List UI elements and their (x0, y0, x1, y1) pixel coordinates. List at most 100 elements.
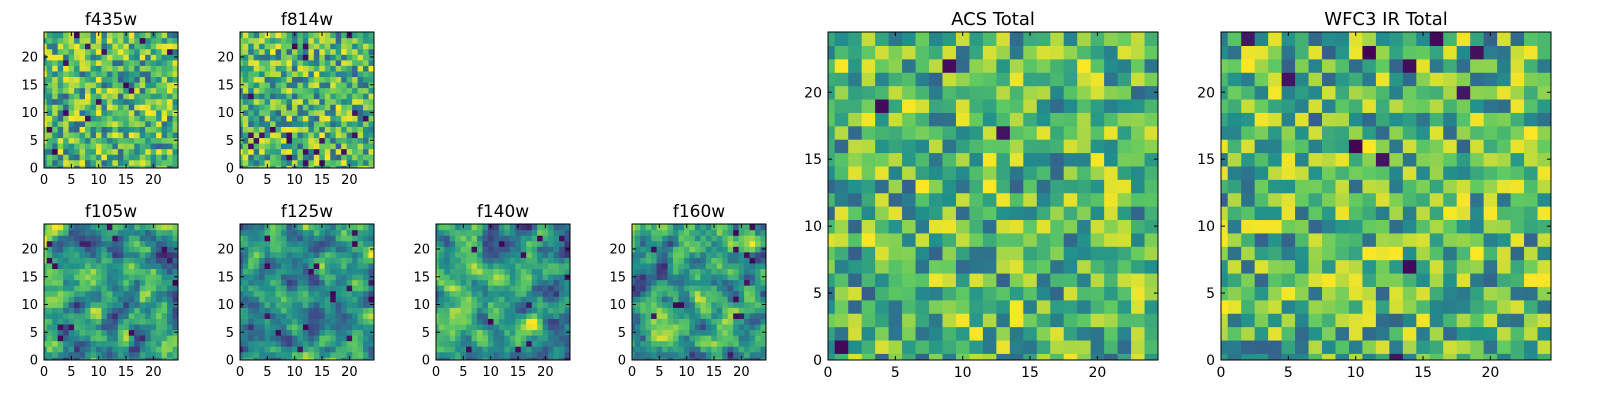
heatmap-cell (716, 329, 723, 336)
heatmap-cell (106, 251, 113, 258)
heatmap-cell (46, 296, 53, 303)
heatmap-cell (156, 65, 163, 72)
heatmap-cell (270, 224, 277, 231)
heatmap-cell (477, 351, 484, 358)
heatmap-cell (848, 272, 863, 287)
heatmap-cell (363, 37, 370, 44)
heatmap-cell (1023, 32, 1038, 46)
heatmap-cell (308, 37, 315, 44)
heatmap-cell (438, 351, 445, 358)
heatmap-cell (477, 268, 484, 275)
heatmap-cell (520, 246, 527, 253)
heatmap-cell (145, 98, 152, 105)
heatmap-cell (662, 246, 669, 253)
heatmap-cell (1104, 246, 1119, 261)
heatmap-cell (313, 98, 320, 105)
heatmap-cell (95, 301, 103, 308)
heatmap-cell (297, 357, 304, 360)
heatmap-cell (167, 48, 174, 55)
heatmap-cell (727, 312, 734, 319)
heatmap-cell (1117, 192, 1132, 207)
heatmap-cell (487, 351, 495, 358)
heatmap-cell (705, 312, 712, 319)
heatmap-cell (487, 235, 495, 242)
heatmap-cell (46, 115, 53, 122)
heatmap-cell (335, 48, 342, 55)
heatmap-cell (63, 32, 70, 39)
heatmap-cell (645, 257, 652, 264)
heatmap-cell (689, 318, 696, 325)
heatmap-cell (139, 65, 146, 72)
heatmap-cell (1335, 286, 1350, 301)
heatmap-cell (955, 219, 971, 234)
heatmap-cell (324, 329, 331, 336)
heatmap-cell (716, 262, 723, 270)
heatmap-cell (150, 159, 157, 166)
heatmap-cell (634, 357, 641, 360)
heatmap-cell (341, 312, 348, 319)
heatmap-cell (352, 285, 359, 292)
heatmap-cell (319, 323, 326, 331)
heatmap-cell (651, 296, 658, 303)
heatmap-cell (46, 251, 53, 258)
heatmap-cell (444, 340, 451, 347)
heatmap-cell (330, 37, 337, 44)
heatmap-cell (46, 104, 53, 111)
heatmap-cell (63, 37, 70, 44)
heatmap-cell (286, 81, 293, 89)
heatmap-cell (520, 312, 527, 319)
heatmap-cell (253, 229, 260, 236)
heatmap-cell (564, 268, 570, 275)
heatmap-cell (471, 290, 478, 297)
heatmap-cell (85, 296, 92, 303)
heatmap-cell (128, 65, 135, 72)
heatmap-cell (482, 301, 489, 308)
heatmap-cell (330, 98, 337, 105)
heatmap-cell (346, 257, 353, 264)
heatmap-cell (341, 268, 348, 275)
heatmap-cell (150, 137, 157, 144)
heatmap-cell (352, 159, 359, 166)
heatmap-cell (548, 224, 555, 231)
heatmap-cell (44, 65, 48, 72)
heatmap-cell (711, 246, 718, 253)
heatmap-cell (291, 143, 299, 150)
heatmap-cell (134, 120, 141, 127)
heatmap-cell (302, 81, 309, 89)
heatmap-cell (52, 76, 59, 83)
heatmap-cell (79, 115, 86, 122)
heatmap-cell (352, 137, 359, 144)
heatmap-cell (95, 340, 103, 347)
heatmap-cell (264, 240, 271, 247)
heatmap-cell (319, 340, 326, 347)
heatmap-cell (969, 165, 984, 180)
heatmap-cell (275, 59, 282, 66)
heatmap-cell (662, 262, 669, 270)
heatmap-cell (85, 312, 92, 319)
heatmap-cell (548, 229, 555, 236)
heatmap-cell (444, 290, 451, 297)
heatmap-cell (744, 307, 751, 314)
heatmap-cell (482, 268, 489, 275)
heatmap-cell (134, 65, 141, 72)
heatmap-cell (291, 257, 299, 264)
heatmap-cell (46, 154, 53, 161)
heatmap-cell (270, 165, 277, 168)
heatmap-cell (436, 351, 440, 358)
heatmap-cell (139, 120, 146, 127)
heatmap-cell (1443, 339, 1458, 354)
heatmap-cell (46, 165, 53, 168)
heatmap-cell (44, 48, 48, 55)
heatmap-cell (466, 307, 473, 314)
heatmap-cell (683, 235, 691, 242)
heatmap-cell (286, 76, 293, 83)
heatmap-cell (264, 296, 271, 303)
heatmap-cell (270, 87, 277, 94)
heatmap-cell (509, 346, 516, 353)
heatmap-cell (683, 312, 691, 319)
heatmap-cell (493, 262, 500, 270)
heatmap-cell (1429, 313, 1444, 328)
y-tick-label: 5 (813, 286, 822, 302)
heatmap-cell (689, 268, 696, 275)
heatmap-cell (259, 240, 266, 247)
